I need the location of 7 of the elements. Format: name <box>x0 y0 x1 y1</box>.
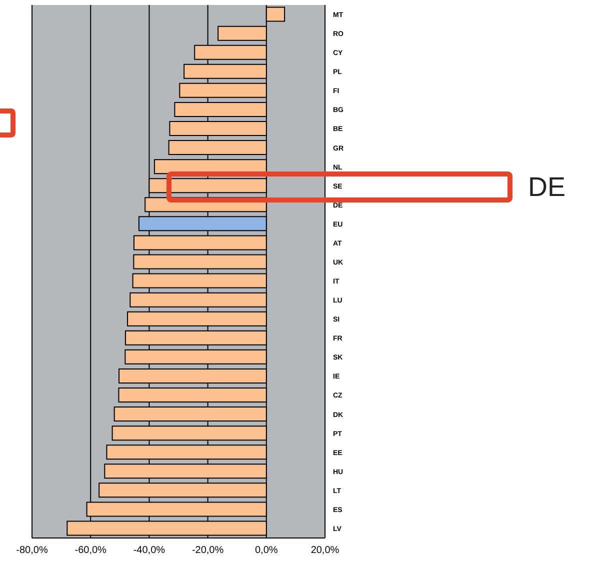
x-tick-label: 20,0% <box>310 545 340 556</box>
x-tick-label: -80,0% <box>16 545 48 556</box>
x-tick-label: -60,0% <box>74 545 107 556</box>
x-tick-label: 0,0% <box>255 545 278 556</box>
x-tick-label: -40,0% <box>133 545 166 556</box>
x-tick-label: -20,0% <box>192 545 224 556</box>
text: DE <box>528 171 566 203</box>
